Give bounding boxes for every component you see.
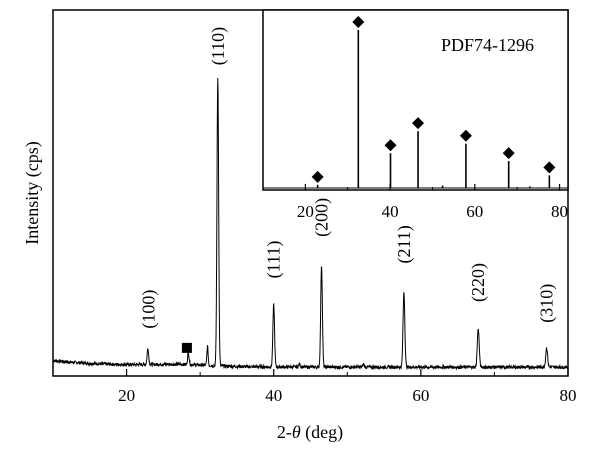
inset-x-tick-label: 40 xyxy=(382,202,399,221)
inset-reference-pattern xyxy=(263,30,568,189)
square-marker xyxy=(181,342,192,353)
peak-label: (111) xyxy=(264,241,285,279)
diamond-marker xyxy=(384,139,397,152)
impurity-markers xyxy=(181,342,192,353)
peak-label: (220) xyxy=(468,263,489,302)
diamond-marker xyxy=(502,147,515,160)
main-x-tick-label: 20 xyxy=(118,386,135,405)
inset-x-tick-label: 80 xyxy=(551,202,568,221)
inset-background xyxy=(263,10,568,190)
x-axis-title: 2-θ (deg) xyxy=(277,422,343,443)
inset-diamond-markers xyxy=(311,16,556,183)
inset-x-tick-label: 20 xyxy=(297,202,314,221)
peak-label: (100) xyxy=(139,290,160,329)
y-axis-title: Intensity (cps) xyxy=(22,141,43,244)
peak-label: (211) xyxy=(394,225,415,263)
main-x-tick-label: 40 xyxy=(265,386,282,405)
inset-x-tick-label: 60 xyxy=(466,202,483,221)
diamond-marker xyxy=(311,170,324,183)
main-series xyxy=(52,78,569,371)
peak-label: (200) xyxy=(312,198,333,237)
main-x-tick-label: 60 xyxy=(412,386,429,405)
diamond-marker xyxy=(412,117,425,130)
peak-label: (310) xyxy=(537,284,558,323)
peak-label: (110) xyxy=(208,27,229,65)
xrd-pattern-line xyxy=(52,78,569,371)
main-x-ticks: 20 40 60 80 xyxy=(52,369,577,405)
inset-frame xyxy=(262,9,569,191)
inset-title: PDF74-1296 xyxy=(441,35,534,55)
diamond-marker xyxy=(459,129,472,142)
main-x-tick-label: 80 xyxy=(560,386,577,405)
diamond-marker xyxy=(543,161,556,174)
diamond-marker xyxy=(352,16,365,28)
peak-labels: (100) (110) (111) (200) (211) (220) (310) xyxy=(139,27,558,329)
